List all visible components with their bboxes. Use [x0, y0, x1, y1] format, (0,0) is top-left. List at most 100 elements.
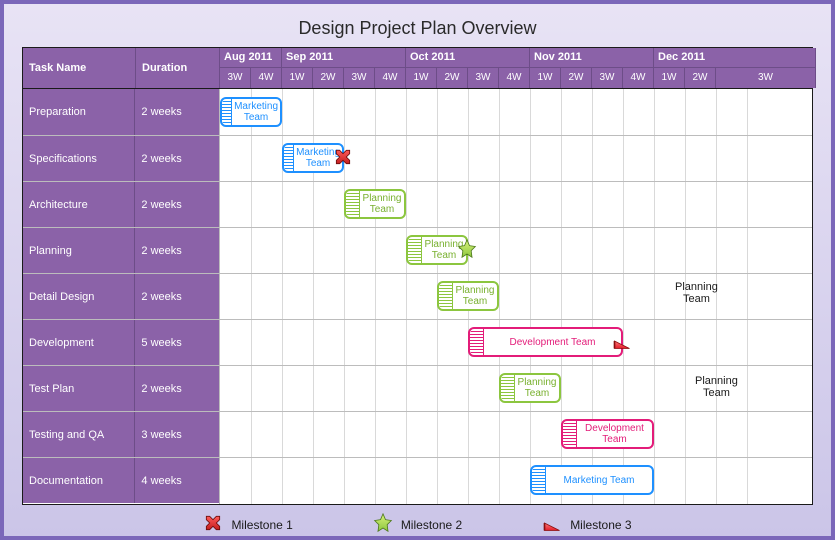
milestone-star-icon [457, 239, 479, 261]
bar-handle-icon [222, 99, 232, 125]
month-label: Dec 2011 [654, 48, 816, 68]
week-label: 1W [282, 68, 313, 88]
task-duration: 2 weeks [135, 228, 219, 273]
bar-handle-icon [346, 191, 360, 217]
bar-row: Planning Team [220, 273, 812, 319]
gantt-bar: Development Team [561, 419, 654, 449]
legend-item: Milestone 3 [542, 513, 631, 536]
bar-label: Marketing Team [546, 475, 652, 486]
week-label: 2W [313, 68, 344, 88]
task-name: Specifications [23, 136, 135, 181]
legend-cross-icon [203, 513, 223, 536]
task-name: Testing and QA [23, 412, 135, 457]
annotation-label: Planning Team [695, 375, 738, 399]
week-label: 2W [685, 68, 716, 88]
month-label: Nov 2011 [530, 48, 654, 68]
header-duration: Duration [136, 48, 220, 88]
bar-handle-icon [563, 421, 577, 447]
header-task: Task Name [23, 48, 136, 88]
week-label: 1W [530, 68, 561, 88]
legend-star-icon [373, 513, 393, 536]
chart-title: Design Project Plan Overview [22, 14, 813, 47]
milestone-triangle-icon [612, 331, 634, 353]
week-label: 3W [592, 68, 623, 88]
bar-label: Marketing Team [232, 101, 280, 123]
bar-handle-icon [501, 375, 515, 401]
gridline-h [220, 365, 812, 366]
bar-row: Marketing Team [220, 135, 812, 181]
week-label: 3W [716, 68, 816, 88]
bar-row: Marketing Team [220, 457, 812, 503]
task-row: Detail Design2 weeks [23, 273, 219, 319]
task-duration: 2 weeks [135, 89, 219, 135]
task-row: Architecture2 weeks [23, 181, 219, 227]
task-name: Test Plan [23, 366, 135, 411]
bar-handle-icon [532, 467, 546, 493]
week-label: 4W [499, 68, 530, 88]
task-row: Planning2 weeks [23, 227, 219, 273]
task-duration: 2 weeks [135, 136, 219, 181]
timeline-header: Task Name Duration Aug 2011Sep 2011Oct 2… [23, 48, 812, 89]
chart-container: Task Name Duration Aug 2011Sep 2011Oct 2… [22, 47, 813, 505]
milestone-cross-icon [333, 147, 355, 169]
task-row: Specifications2 weeks [23, 135, 219, 181]
gridline-h [220, 227, 812, 228]
task-row: Test Plan2 weeks [23, 365, 219, 411]
legend: Milestone 1 Milestone 2 Milestone 3 [22, 505, 813, 536]
bar-label: Development Team [577, 423, 652, 445]
gantt-bar: Planning Team [437, 281, 499, 311]
bar-label: Planning Team [453, 285, 497, 307]
week-label: 3W [220, 68, 251, 88]
bar-row: Planning Team [220, 227, 812, 273]
gridline-h [220, 273, 812, 274]
task-name: Preparation [23, 89, 135, 135]
bar-row: Development Team [220, 411, 812, 457]
task-duration: 5 weeks [135, 320, 219, 365]
legend-triangle-icon [542, 513, 562, 536]
task-name: Detail Design [23, 274, 135, 319]
task-list: Preparation2 weeksSpecifications2 weeksA… [23, 89, 220, 504]
bar-row: Planning Team [220, 181, 812, 227]
task-name: Development [23, 320, 135, 365]
task-row: Testing and QA3 weeks [23, 411, 219, 457]
legend-label: Milestone 3 [570, 518, 631, 532]
gantt-bar: Planning Team [499, 373, 561, 403]
task-duration: 2 weeks [135, 182, 219, 227]
week-label: 4W [623, 68, 654, 88]
gridline-h [220, 411, 812, 412]
month-label: Sep 2011 [282, 48, 406, 68]
legend-label: Milestone 1 [231, 518, 292, 532]
task-row: Documentation4 weeks [23, 457, 219, 503]
weeks-row: 3W4W1W2W3W4W1W2W3W4W1W2W3W4W1W2W3W [220, 68, 816, 88]
bar-row: Development Team [220, 319, 812, 365]
gantt-frame: Design Project Plan Overview Task Name D… [0, 0, 835, 540]
bar-handle-icon [408, 237, 422, 263]
task-name: Architecture [23, 182, 135, 227]
months-row: Aug 2011Sep 2011Oct 2011Nov 2011Dec 2011 [220, 48, 816, 68]
task-duration: 2 weeks [135, 366, 219, 411]
month-label: Oct 2011 [406, 48, 530, 68]
gridline-h [220, 319, 812, 320]
week-label: 2W [561, 68, 592, 88]
bar-row: Marketing Team [220, 89, 812, 135]
legend-item: Milestone 2 [373, 513, 462, 536]
task-duration: 4 weeks [135, 458, 219, 503]
header-left: Task Name Duration [23, 48, 220, 88]
bar-handle-icon [284, 145, 294, 171]
month-label: Aug 2011 [220, 48, 282, 68]
week-label: 4W [375, 68, 406, 88]
bar-handle-icon [439, 283, 453, 309]
header-right: Aug 2011Sep 2011Oct 2011Nov 2011Dec 2011… [220, 48, 816, 88]
annotation-label: Planning Team [675, 281, 718, 305]
week-label: 3W [468, 68, 499, 88]
gantt-bar: Planning Team [344, 189, 406, 219]
gridline-h [220, 135, 812, 136]
task-name: Documentation [23, 458, 135, 503]
task-name: Planning [23, 228, 135, 273]
bar-handle-icon [470, 329, 484, 355]
gantt-area: Marketing Team Marketing Team Planning Tea… [220, 89, 812, 504]
legend-item: Milestone 1 [203, 513, 292, 536]
task-row: Development5 weeks [23, 319, 219, 365]
gridline-h [220, 457, 812, 458]
week-label: 2W [437, 68, 468, 88]
